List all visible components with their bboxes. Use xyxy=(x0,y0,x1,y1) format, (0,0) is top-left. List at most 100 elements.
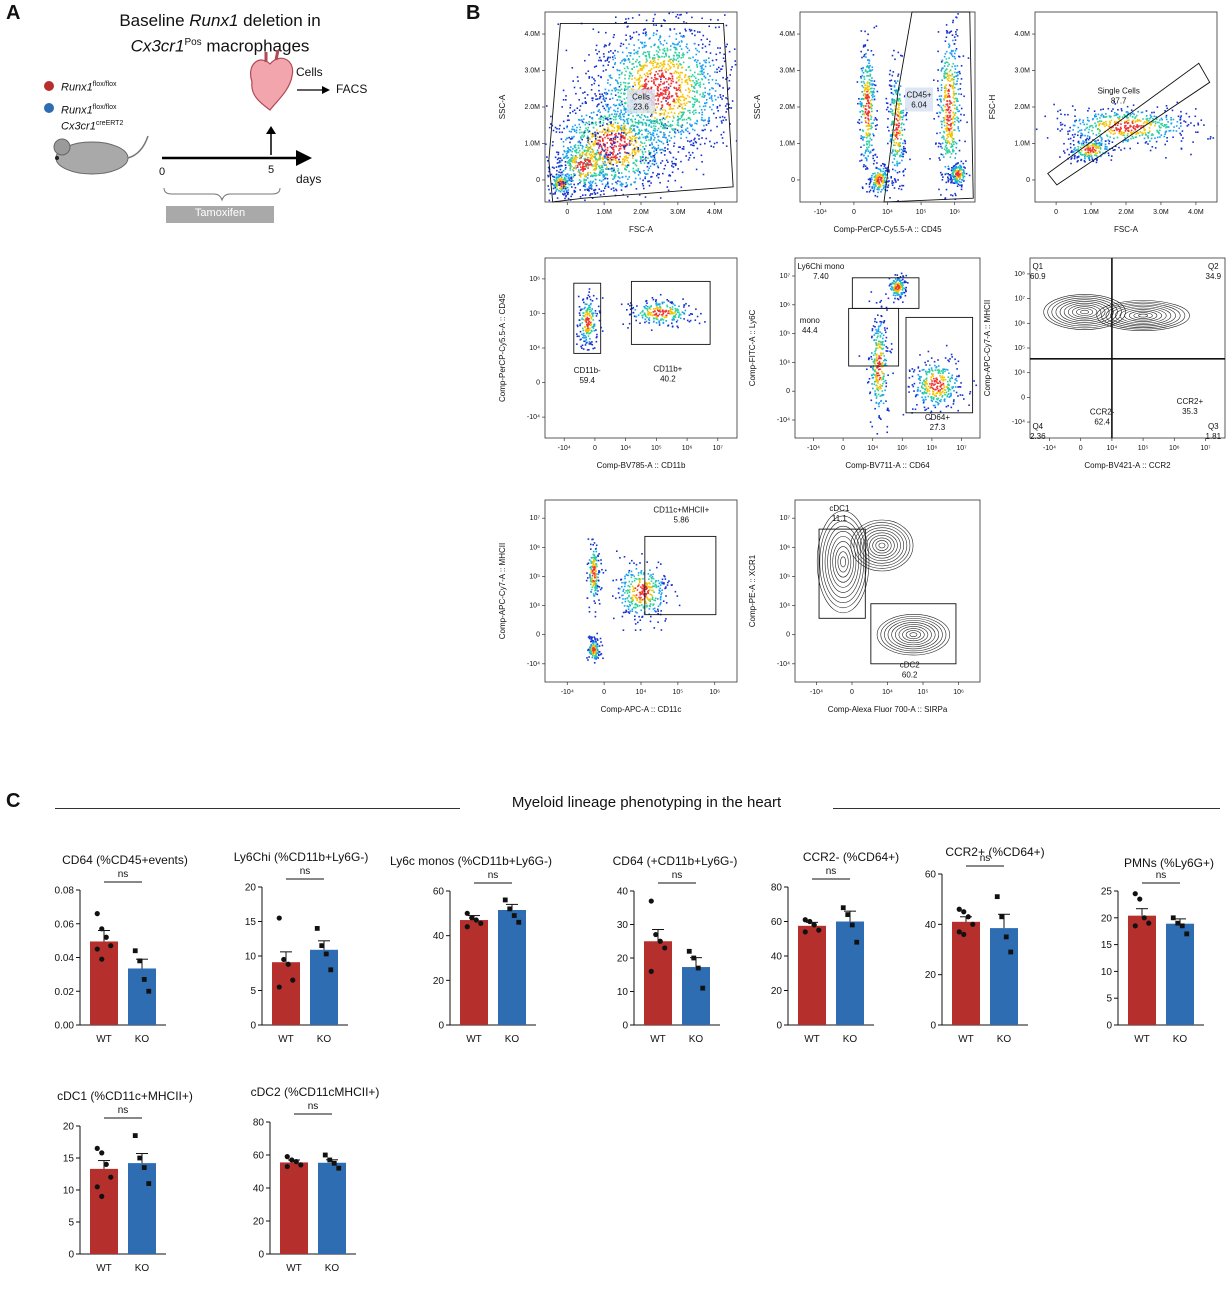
gate-name: Ly6Chi mono xyxy=(797,262,844,271)
y-tick-label: 10⁶ xyxy=(1014,320,1025,327)
x-tick-label: WT xyxy=(278,1034,294,1045)
data-point xyxy=(286,962,291,967)
x-tick-label: -10⁴ xyxy=(1043,445,1056,452)
y-tick-label: 3.0M xyxy=(1014,68,1030,75)
data-point xyxy=(95,946,100,951)
gate-name: CCR2+ xyxy=(1177,397,1204,406)
data-point xyxy=(137,1156,142,1161)
gate-value: 27.3 xyxy=(930,423,946,432)
y-axis-label: Comp-FITC-A :: Ly6C xyxy=(748,309,757,386)
data-point xyxy=(99,1194,104,1199)
y-axis-label: Comp-PerCP-Cy5.5-A :: CD45 xyxy=(498,293,507,402)
y-tick-label: 0 xyxy=(1021,394,1025,401)
facs-plot-p6: Q160.9Q234.9Q31.81Q42.36CCR2-62.4CCR2+35… xyxy=(975,256,1227,486)
sig-label: ns xyxy=(308,1101,319,1112)
x-tick-label: WT xyxy=(804,1034,820,1045)
bar-ko xyxy=(128,1163,156,1254)
y-tick-label: 4.0M xyxy=(779,31,795,38)
data-point xyxy=(961,932,966,937)
y-tick-label: -10⁴ xyxy=(777,661,790,668)
x-tick-label: -10⁴ xyxy=(561,689,574,696)
gate-name: Q4 xyxy=(1032,422,1043,431)
x-tick-label: 10⁴ xyxy=(882,689,893,696)
y-tick-label: 10⁵ xyxy=(1014,345,1025,352)
y-tick-label: 5 xyxy=(250,986,256,997)
data-point xyxy=(336,1166,341,1171)
y-tick-label: 10⁷ xyxy=(780,273,791,280)
chart-title: Ly6Chi (%CD11b+Ly6G-) xyxy=(234,850,369,864)
y-tick-label: 20 xyxy=(771,986,783,997)
chart-title: cDC1 (%CD11c+MHCII+) xyxy=(57,1089,193,1103)
gate-name: CD64+ xyxy=(925,413,950,422)
gate-name: Single Cells xyxy=(1098,87,1140,96)
x-tick-label: KO xyxy=(505,1034,520,1045)
bar-wt xyxy=(272,962,300,1025)
y-tick-label: 0.02 xyxy=(55,987,75,998)
gate-value: 40.2 xyxy=(660,374,676,383)
bar-ko xyxy=(1166,924,1194,1025)
y-tick-label: 1.0M xyxy=(1014,140,1030,147)
y-tick-label: 40 xyxy=(771,952,783,963)
x-tick-label: 0 xyxy=(593,445,597,452)
y-tick-label: 10⁴ xyxy=(779,603,790,610)
y-tick-label: 10 xyxy=(617,987,629,998)
bar-wt xyxy=(644,941,672,1025)
y-tick-label: 0 xyxy=(258,1250,264,1261)
data-point xyxy=(662,945,667,950)
chart-title: Ly6c monos (%CD11b+Ly6G-) xyxy=(390,854,552,868)
x-tick-label: 10⁶ xyxy=(682,445,693,452)
y-tick-label: 40 xyxy=(925,920,937,931)
y-tick-label: 20 xyxy=(1101,913,1113,924)
x-tick-label: 10⁵ xyxy=(916,209,927,216)
x-tick-label: 4.0M xyxy=(707,209,723,216)
gate-value: 7.40 xyxy=(813,272,829,281)
data-point xyxy=(95,1184,100,1189)
chart-title: cDC2 (%CD11cMHCII+) xyxy=(251,1085,380,1099)
x-tick-label: WT xyxy=(286,1263,302,1274)
x-tick-label: KO xyxy=(997,1034,1012,1045)
x-tick-label: WT xyxy=(96,1263,112,1274)
data-point xyxy=(137,958,142,963)
y-tick-label: 10⁶ xyxy=(529,544,540,551)
bar-wt xyxy=(952,922,980,1025)
gate-value: 34.9 xyxy=(1206,272,1222,281)
data-point xyxy=(841,905,846,910)
data-point xyxy=(319,943,324,948)
gate-value: 60.9 xyxy=(1030,272,1046,281)
data-point xyxy=(133,1133,138,1138)
gate-name: CD45+ xyxy=(906,91,931,100)
x-axis-label: Comp-BV711-A :: CD64 xyxy=(845,461,930,470)
x-tick-label: 10⁴ xyxy=(882,209,893,216)
x-tick-label: 1.0M xyxy=(596,209,612,216)
y-axis-label: Comp-APC-Cy7-A :: MHCII xyxy=(983,300,992,396)
x-axis-label: Comp-Alexa Fluor 700-A :: SIRPa xyxy=(828,705,948,714)
y-tick-label: -10⁴ xyxy=(527,661,540,668)
y-tick-label: 10⁶ xyxy=(529,276,540,283)
x-tick-label: KO xyxy=(135,1263,150,1274)
timeline-schematic xyxy=(0,0,460,240)
data-point xyxy=(970,922,975,927)
plot-frame xyxy=(795,500,980,682)
gate-value: 44.4 xyxy=(802,326,818,335)
x-tick-label: KO xyxy=(317,1034,332,1045)
y-tick-label: 0 xyxy=(438,1021,444,1032)
tamoxifen-label: Tamoxifen xyxy=(166,207,274,219)
data-point xyxy=(995,894,1000,899)
y-tick-label: 15 xyxy=(245,917,257,928)
x-tick-label: 3.0M xyxy=(1153,209,1169,216)
data-point xyxy=(469,915,474,920)
data-point xyxy=(465,911,470,916)
data-point xyxy=(512,913,517,918)
plot-frame xyxy=(1035,12,1217,202)
y-tick-label: 40 xyxy=(617,887,629,898)
data-point xyxy=(285,1154,290,1159)
data-point xyxy=(146,989,151,994)
y-tick-label: 3.0M xyxy=(779,68,795,75)
y-tick-label: -10⁴ xyxy=(1012,419,1025,426)
bar-ko xyxy=(318,1163,346,1254)
sig-label: ns xyxy=(300,866,311,877)
